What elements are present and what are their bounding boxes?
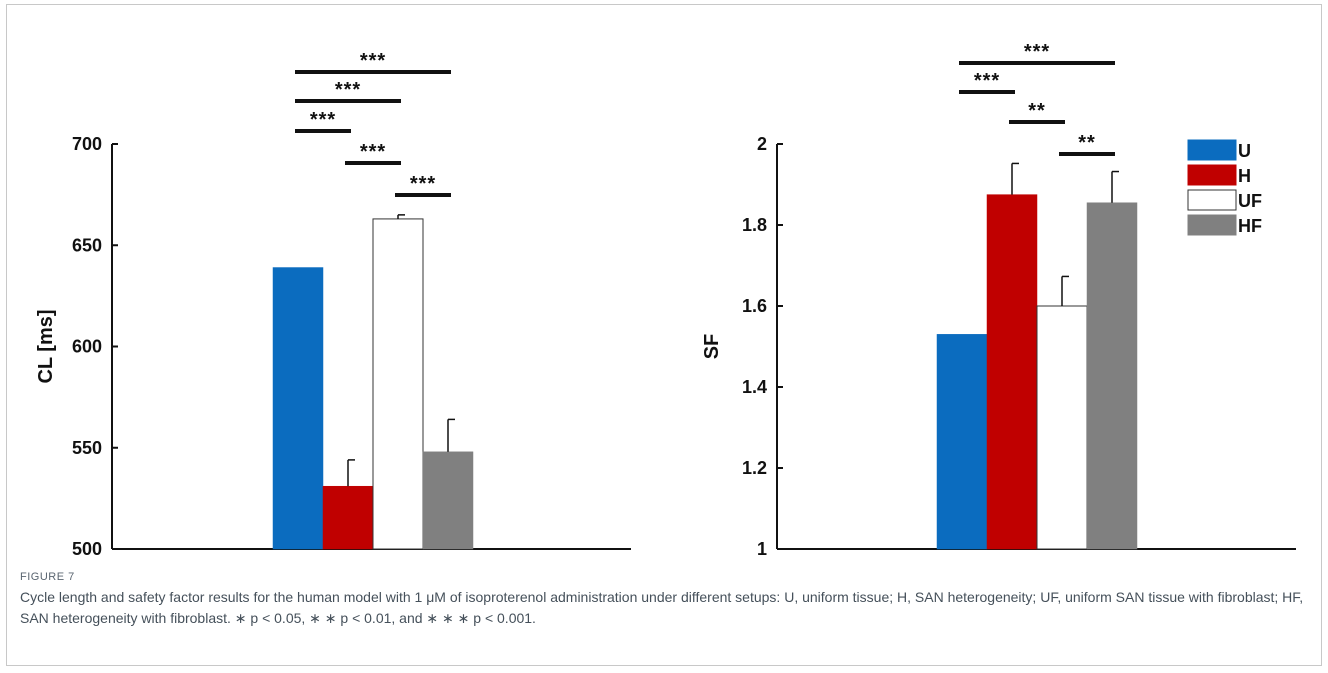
significance-label: ***	[360, 50, 386, 72]
legend-label-UF: UF	[1238, 191, 1262, 211]
bar-HF	[1086, 202, 1138, 550]
legend-swatch-U	[1187, 139, 1237, 161]
y-tick-label: 2	[757, 134, 767, 154]
y-tick-label: 1.4	[742, 377, 767, 397]
figure-charts: 500 550 600 650 700 CL [ms] *** *** *** *** *** 1 1.…	[35, 41, 1296, 559]
legend-swatch-H	[1187, 164, 1237, 186]
figure-caption-text: Cycle length and safety factor results f…	[20, 589, 1304, 626]
y-tick-label: 1.6	[742, 296, 767, 316]
y-tick-label: 1.2	[742, 458, 767, 478]
significance-label: ***	[974, 70, 1000, 92]
bar-H	[986, 194, 1038, 550]
y-tick-label: 600	[72, 337, 102, 357]
significance-label: ***	[1024, 41, 1050, 63]
legend-swatch-UF	[1187, 189, 1237, 211]
figure-caption: FIGURE 7 Cycle length and safety factor …	[20, 571, 1310, 629]
y-tick-label: 1.8	[742, 215, 767, 235]
bar-HF	[422, 451, 474, 550]
significance-label: ***	[410, 173, 436, 195]
significance-label: **	[1078, 132, 1096, 154]
y-tick-label: 500	[72, 539, 102, 559]
y-tick-label: 700	[72, 134, 102, 154]
significance-label: ***	[335, 79, 361, 101]
bar-H	[322, 485, 374, 550]
bar-U	[936, 334, 988, 550]
significance-label: ***	[360, 141, 386, 163]
bar-U	[272, 267, 324, 550]
figure-label: FIGURE 7	[20, 571, 75, 583]
legend-label-HF: HF	[1238, 216, 1262, 236]
y-axis-label: SF	[701, 334, 723, 360]
significance-label: ***	[310, 109, 336, 131]
legend-label-U: U	[1238, 141, 1251, 161]
y-tick-label: 550	[72, 438, 102, 458]
y-axis-label: CL [ms]	[35, 309, 57, 383]
legend-label-H: H	[1238, 166, 1251, 186]
legend-swatch-HF	[1187, 214, 1237, 236]
bar-UF	[372, 218, 424, 550]
y-tick-label: 650	[72, 235, 102, 255]
y-tick-label: 1	[757, 539, 767, 559]
chart-1: 500 550 600 650 700 CL [ms] *** *** *** *** ***	[35, 50, 631, 559]
significance-label: **	[1028, 100, 1046, 122]
bar-UF	[1036, 305, 1088, 550]
figure-frame	[6, 4, 1322, 666]
